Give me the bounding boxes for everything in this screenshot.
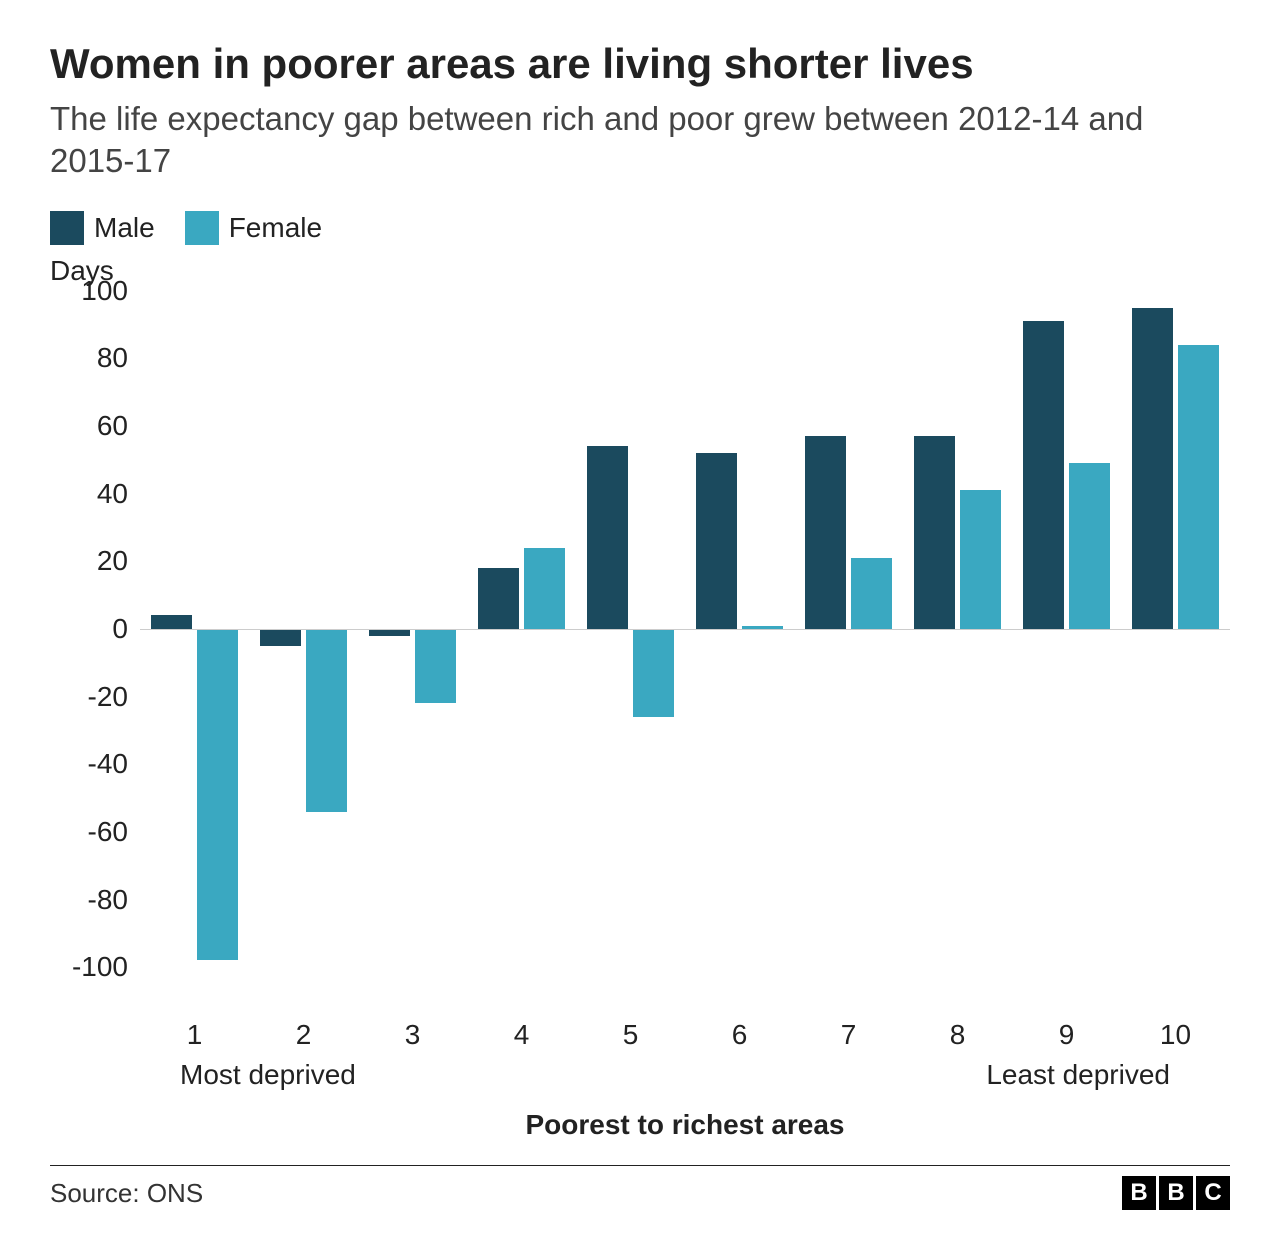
bar	[914, 436, 955, 629]
x-tick-label: 1	[140, 1001, 249, 1051]
y-tick-label: 40	[97, 478, 128, 510]
y-tick-label: -20	[88, 681, 128, 713]
x-tick-label: 3	[358, 1001, 467, 1051]
bar-group	[1121, 291, 1230, 1001]
bar-groups	[140, 291, 1230, 1001]
bar	[369, 629, 410, 636]
y-axis: -100-80-60-40-20020406080100	[50, 291, 140, 1001]
bar-group	[685, 291, 794, 1001]
x-tick-label: 9	[1012, 1001, 1121, 1051]
bbc-logo: BBC	[1122, 1176, 1230, 1210]
y-tick-label: 80	[97, 342, 128, 374]
legend-label: Female	[229, 212, 322, 244]
x-left-annotation: Most deprived	[140, 1059, 467, 1091]
legend-swatch	[185, 211, 219, 245]
x-right-annotation: Least deprived	[903, 1059, 1230, 1091]
legend-item: Female	[185, 211, 322, 245]
bbc-logo-letter: B	[1122, 1176, 1156, 1210]
x-annotations: Most deprived Least deprived	[140, 1059, 1230, 1091]
x-tick-label: 4	[467, 1001, 576, 1051]
chart-container: Women in poorer areas are living shorter…	[0, 0, 1280, 1240]
y-axis-title: Days	[50, 255, 1230, 287]
legend-item: Male	[50, 211, 155, 245]
bar	[151, 615, 192, 629]
y-tick-label: 0	[112, 613, 128, 645]
footer: Source: ONS BBC	[50, 1165, 1230, 1210]
bar-group	[249, 291, 358, 1001]
plot	[140, 291, 1230, 1001]
y-tick-label: 100	[81, 275, 128, 307]
bar	[197, 629, 238, 960]
bar	[1132, 308, 1173, 629]
chart-title: Women in poorer areas are living shorter…	[50, 40, 1230, 88]
bar	[260, 629, 301, 646]
bar-group	[140, 291, 249, 1001]
legend-label: Male	[94, 212, 155, 244]
bar	[696, 453, 737, 629]
bar-group	[358, 291, 467, 1001]
bar	[960, 490, 1001, 629]
x-tick-label: 10	[1121, 1001, 1230, 1051]
y-tick-label: 20	[97, 545, 128, 577]
source-label: Source: ONS	[50, 1178, 203, 1209]
bar-group	[903, 291, 1012, 1001]
bar	[1178, 345, 1219, 629]
spacer	[467, 1059, 903, 1091]
bar-group	[1012, 291, 1121, 1001]
x-tick-label: 8	[903, 1001, 1012, 1051]
bar	[306, 629, 347, 812]
bar	[478, 568, 519, 629]
y-tick-label: -60	[88, 816, 128, 848]
y-tick-label: -100	[72, 951, 128, 983]
bbc-logo-letter: B	[1159, 1176, 1193, 1210]
x-tick-label: 6	[685, 1001, 794, 1051]
bar	[805, 436, 846, 629]
bar-group	[467, 291, 576, 1001]
chart-area: -100-80-60-40-20020406080100 12345678910…	[50, 291, 1230, 1141]
x-tick-label: 7	[794, 1001, 903, 1051]
bar	[524, 548, 565, 629]
plot-row: -100-80-60-40-20020406080100	[50, 291, 1230, 1001]
bar	[633, 629, 674, 717]
x-axis-title: Poorest to richest areas	[140, 1109, 1230, 1141]
y-tick-label: -40	[88, 748, 128, 780]
bar	[1023, 321, 1064, 629]
legend: Male Female	[50, 211, 1230, 245]
bar	[851, 558, 892, 629]
zero-line	[140, 629, 1230, 630]
bar	[587, 446, 628, 629]
bar-group	[794, 291, 903, 1001]
x-tick-label: 5	[576, 1001, 685, 1051]
bar	[1069, 463, 1110, 629]
x-axis: 12345678910	[140, 1001, 1230, 1051]
y-tick-label: 60	[97, 410, 128, 442]
bbc-logo-letter: C	[1196, 1176, 1230, 1210]
y-tick-label: -80	[88, 884, 128, 916]
legend-swatch	[50, 211, 84, 245]
bar-group	[576, 291, 685, 1001]
bar	[415, 629, 456, 703]
x-tick-label: 2	[249, 1001, 358, 1051]
chart-subtitle: The life expectancy gap between rich and…	[50, 98, 1230, 181]
